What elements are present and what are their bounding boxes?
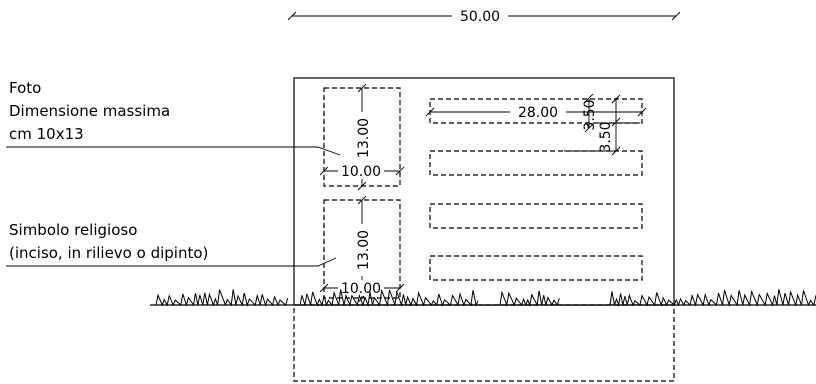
inscription-line-1 — [429, 98, 643, 124]
text-line-length-dimension: 28.00 — [425, 104, 647, 121]
symbol-note-line-2: (inciso, in rilievo o dipinto) — [9, 244, 208, 262]
line-height-b-label: 3.50 — [598, 121, 614, 152]
overall-width-label: 50.00 — [460, 9, 500, 25]
foundation-outline — [293, 304, 675, 382]
text-line-length-label: 28.00 — [518, 105, 558, 121]
symbol-width-label: 10.00 — [341, 281, 381, 297]
photo-height-label: 13.00 — [356, 118, 372, 158]
symbol-height-label: 13.00 — [356, 230, 372, 270]
photo-note-line-2: Dimensione massima — [9, 102, 170, 120]
symbol-frame: 13.00 10.00 — [319, 195, 405, 303]
inscription-line-2 — [429, 150, 643, 176]
photo-note-line-1: Foto — [9, 79, 41, 97]
inscription-line-4 — [429, 255, 643, 281]
grass-hatching — [155, 288, 816, 307]
symbol-note-line-1: Simbolo religioso — [9, 221, 137, 239]
grass-tuft — [499, 290, 560, 307]
overall-width-dimension: 50.00 — [287, 6, 681, 25]
photo-width-label: 10.00 — [341, 164, 381, 180]
photo-leader-line — [6, 146, 341, 156]
grass-tuft — [609, 289, 816, 307]
line-height-a-label: 3.50 — [582, 99, 598, 130]
line-height-dimensions: 3.50 3.50 — [564, 93, 640, 156]
inscription-line-3 — [429, 203, 643, 229]
photo-note-line-3: cm 10x13 — [9, 125, 84, 143]
grass-tuft — [155, 289, 289, 307]
grass-tuft — [299, 288, 479, 307]
photo-frame: 13.00 10.00 — [319, 83, 405, 191]
symbol-leader-line — [6, 257, 337, 267]
